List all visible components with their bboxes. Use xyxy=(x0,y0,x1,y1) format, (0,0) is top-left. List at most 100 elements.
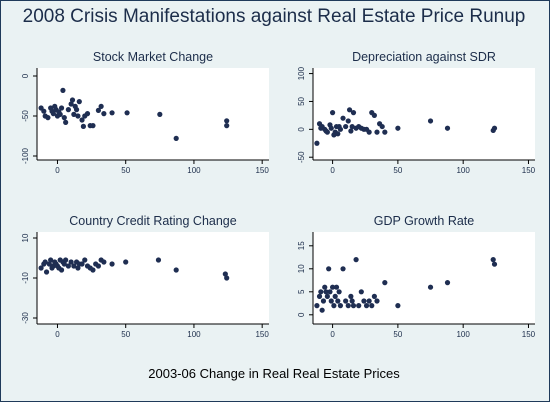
data-point xyxy=(348,128,354,134)
data-point xyxy=(90,267,96,273)
x-tick-label: 50 xyxy=(121,330,130,339)
data-point xyxy=(324,293,330,299)
y-tick-label: -10 xyxy=(21,272,30,284)
data-point xyxy=(371,112,377,118)
data-point xyxy=(173,267,179,273)
data-point xyxy=(224,118,230,124)
data-point xyxy=(43,269,50,275)
x-tick-label: 100 xyxy=(456,330,470,339)
y-tick-label: 10 xyxy=(297,264,306,273)
data-point xyxy=(76,99,82,105)
data-point xyxy=(349,123,355,130)
data-point xyxy=(369,303,375,309)
data-point xyxy=(361,298,367,304)
x-tick-label: 150 xyxy=(522,330,536,339)
y-tick-label: 0 xyxy=(21,73,30,78)
data-point xyxy=(366,298,372,304)
data-point xyxy=(350,303,357,309)
data-point xyxy=(379,123,385,130)
y-tick-label: 100 xyxy=(297,66,306,80)
data-point xyxy=(46,261,52,267)
plot-area xyxy=(37,232,269,324)
data-point xyxy=(324,129,330,135)
data-point xyxy=(173,135,179,141)
data-point xyxy=(335,131,341,137)
data-point xyxy=(57,111,63,117)
data-point xyxy=(68,101,74,107)
data-point xyxy=(491,261,498,267)
data-point xyxy=(333,284,340,290)
panel-title: Country Credit Rating Change xyxy=(69,214,236,228)
data-point xyxy=(45,115,51,121)
data-point xyxy=(60,87,66,93)
data-point xyxy=(90,123,96,129)
data-point xyxy=(427,284,434,290)
data-point xyxy=(358,289,364,295)
data-point xyxy=(337,303,344,309)
data-point xyxy=(444,280,451,286)
data-point xyxy=(327,289,333,295)
y-tick-label: -50 xyxy=(297,151,306,163)
data-point xyxy=(61,115,67,121)
data-point xyxy=(58,267,65,273)
data-point xyxy=(363,303,370,309)
data-point xyxy=(319,307,325,313)
data-point xyxy=(444,125,451,131)
data-point xyxy=(316,293,323,299)
data-point xyxy=(336,289,342,295)
plot-area xyxy=(313,232,535,324)
data-point xyxy=(224,123,230,129)
data-point xyxy=(395,125,401,131)
y-tick-label: 50 xyxy=(297,96,306,105)
data-point xyxy=(329,110,336,116)
panel-title: Depreciation against SDR xyxy=(352,50,496,64)
data-point xyxy=(65,107,71,113)
data-point xyxy=(68,259,74,265)
x-tick-label: 150 xyxy=(522,166,536,175)
x-tick-label: 100 xyxy=(187,330,201,339)
plot-area xyxy=(313,68,535,160)
x-tick-label: 50 xyxy=(393,330,402,339)
x-tick-label: 0 xyxy=(55,330,60,339)
data-point xyxy=(356,303,362,309)
data-point xyxy=(222,271,228,277)
y-tick-label: 0 xyxy=(297,312,306,317)
data-point xyxy=(42,259,48,265)
data-point xyxy=(366,129,372,135)
data-point xyxy=(95,107,102,113)
x-tick-label: 0 xyxy=(330,166,335,175)
data-point xyxy=(353,257,359,263)
data-point xyxy=(318,289,324,295)
x-tick-label: 100 xyxy=(187,166,201,175)
data-point xyxy=(395,303,401,309)
data-point xyxy=(343,298,349,304)
y-tick-label: 5 xyxy=(297,289,306,294)
data-point xyxy=(328,125,334,131)
data-point xyxy=(41,108,47,114)
data-point xyxy=(346,107,353,113)
data-point xyxy=(374,298,380,304)
data-point xyxy=(374,129,380,135)
data-point xyxy=(490,257,496,263)
panel-title: Stock Market Change xyxy=(93,50,213,64)
data-point xyxy=(69,97,76,103)
x-tick-label: 150 xyxy=(255,330,269,339)
x-tick-label: 50 xyxy=(393,166,402,175)
data-point xyxy=(340,115,346,121)
x-tick-label: 0 xyxy=(330,330,335,339)
data-point xyxy=(63,119,69,125)
data-point xyxy=(323,289,329,295)
data-point xyxy=(50,111,56,117)
data-point xyxy=(82,257,88,263)
y-tick-label: 10 xyxy=(21,233,30,242)
y-tick-label: -50 xyxy=(21,110,30,122)
data-point xyxy=(320,298,327,304)
data-point xyxy=(337,126,344,132)
data-point xyxy=(109,110,115,116)
data-point xyxy=(382,280,388,286)
x-tick-label: 0 xyxy=(55,166,60,175)
data-point xyxy=(84,111,91,117)
data-point xyxy=(109,261,115,267)
data-point xyxy=(80,123,86,129)
